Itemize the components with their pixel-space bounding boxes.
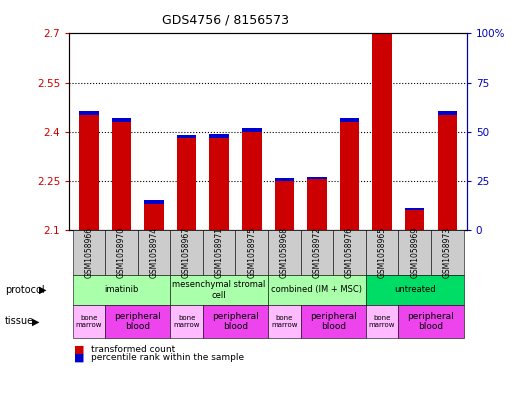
Text: ■: ■: [74, 353, 85, 363]
Text: bone
marrow: bone marrow: [173, 315, 200, 328]
Bar: [307, 179, 327, 230]
Text: bone
marrow: bone marrow: [369, 315, 396, 328]
Bar: [112, 122, 131, 230]
Text: transformed count: transformed count: [91, 345, 175, 354]
Text: GSM1058973: GSM1058973: [443, 227, 452, 278]
Bar: [405, 210, 424, 230]
Text: ▶: ▶: [32, 316, 40, 326]
Text: combined (IM + MSC): combined (IM + MSC): [271, 285, 362, 294]
Text: peripheral
blood: peripheral blood: [114, 312, 161, 331]
Text: peripheral
blood: peripheral blood: [408, 312, 455, 331]
Bar: [209, 134, 229, 138]
Text: GSM1058968: GSM1058968: [280, 227, 289, 278]
Text: GSM1058975: GSM1058975: [247, 227, 256, 278]
Text: tissue: tissue: [5, 316, 34, 326]
Text: imatinib: imatinib: [104, 285, 139, 294]
Bar: [340, 122, 359, 230]
Bar: [405, 208, 424, 210]
Text: ■: ■: [74, 345, 85, 355]
Bar: [372, 28, 392, 33]
Text: GSM1058971: GSM1058971: [214, 227, 224, 278]
Bar: [274, 181, 294, 230]
Text: percentile rank within the sample: percentile rank within the sample: [91, 353, 244, 362]
Text: untreated: untreated: [394, 285, 436, 294]
Text: GSM1058965: GSM1058965: [378, 227, 387, 278]
Bar: [307, 176, 327, 179]
Bar: [242, 132, 262, 230]
Bar: [438, 115, 457, 230]
Text: GSM1058974: GSM1058974: [149, 227, 159, 278]
Bar: [242, 129, 262, 132]
Bar: [79, 115, 98, 230]
Bar: [79, 111, 98, 115]
Text: GSM1058969: GSM1058969: [410, 227, 419, 278]
Bar: [438, 111, 457, 115]
Text: mesenchymal stromal
cell: mesenchymal stromal cell: [172, 280, 266, 299]
Bar: [177, 135, 196, 138]
Text: GDS4756 / 8156573: GDS4756 / 8156573: [162, 14, 289, 27]
Text: GSM1058972: GSM1058972: [312, 227, 322, 278]
Text: bone
marrow: bone marrow: [75, 315, 102, 328]
Bar: [144, 200, 164, 204]
Text: GSM1058967: GSM1058967: [182, 227, 191, 278]
Bar: [209, 138, 229, 230]
Bar: [372, 33, 392, 230]
Text: protocol: protocol: [5, 285, 45, 295]
Bar: [177, 138, 196, 230]
Text: peripheral
blood: peripheral blood: [310, 312, 357, 331]
Bar: [274, 178, 294, 181]
Text: ▶: ▶: [38, 285, 46, 295]
Text: GSM1058970: GSM1058970: [117, 227, 126, 278]
Text: GSM1058966: GSM1058966: [84, 227, 93, 278]
Bar: [144, 204, 164, 230]
Text: peripheral
blood: peripheral blood: [212, 312, 259, 331]
Text: bone
marrow: bone marrow: [271, 315, 298, 328]
Bar: [112, 118, 131, 122]
Bar: [340, 118, 359, 122]
Text: GSM1058976: GSM1058976: [345, 227, 354, 278]
